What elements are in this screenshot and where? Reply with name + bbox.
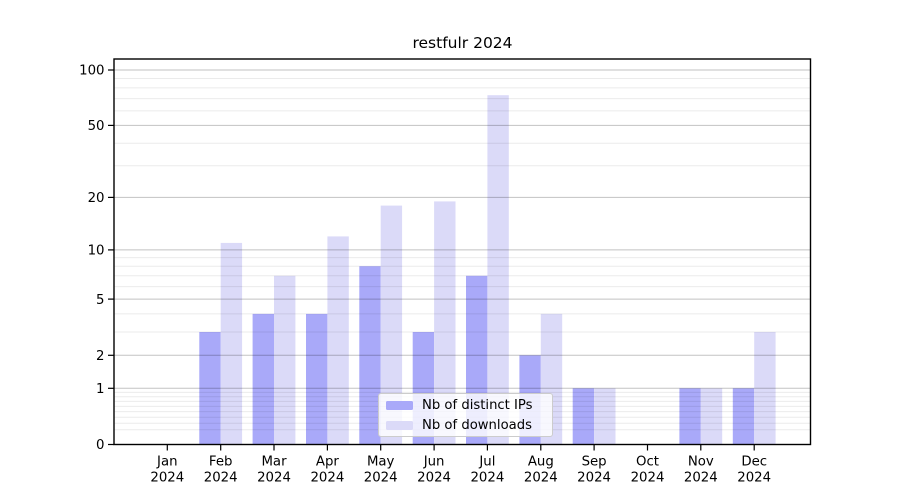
bar-downloads-may: [380, 205, 403, 445]
plot-frame: [113, 58, 812, 446]
legend-label-downloads: Nb of downloads: [422, 417, 532, 433]
x-tick-label-year: 2024: [204, 471, 238, 486]
bar-downloads-dec: [754, 332, 776, 445]
x-tick-label-year: 2024: [150, 471, 184, 486]
bar-distinct-ips-mar: [252, 313, 274, 445]
y-tick-label: 5: [96, 293, 104, 308]
x-tick-label-year: 2024: [417, 471, 451, 486]
bar-downloads-jun: [434, 201, 456, 445]
bar-downloads-apr: [327, 236, 349, 445]
bar-downloads-feb: [220, 242, 243, 445]
x-tick-label-month: Nov: [688, 455, 714, 470]
bar-downloads-sep: [594, 388, 616, 445]
bar-distinct-ips-nov: [679, 388, 701, 445]
bar-downloads-mar: [274, 275, 296, 445]
y-tick-label: 0: [96, 438, 104, 453]
bar-downloads-jul: [487, 95, 509, 445]
x-tick-label-month: Mar: [261, 455, 287, 470]
legend: Nb of distinct IPs Nb of downloads: [378, 393, 553, 437]
x-tick-label-month: Oct: [636, 455, 659, 470]
legend-item-distinct-ips: Nb of distinct IPs: [386, 396, 544, 414]
bar-distinct-ips-apr: [306, 313, 328, 445]
x-tick-label-month: Sep: [582, 455, 607, 470]
legend-item-downloads: Nb of downloads: [386, 416, 544, 434]
x-tick-label-month: Jun: [423, 455, 445, 470]
x-tick-label-month: Dec: [741, 455, 767, 470]
bar-distinct-ips-may: [359, 266, 381, 445]
x-tick-label-year: 2024: [684, 471, 718, 486]
y-tick-label: 10: [88, 244, 105, 259]
bar-distinct-ips-sep: [572, 388, 595, 445]
x-tick-label-month: Jul: [478, 455, 495, 470]
x-tick-label-year: 2024: [310, 471, 344, 486]
y-tick-label: 2: [96, 349, 104, 364]
x-tick-label-year: 2024: [364, 471, 398, 486]
x-tick-label-month: Apr: [316, 455, 340, 470]
x-tick-label-year: 2024: [470, 471, 504, 486]
x-tick-label-year: 2024: [737, 471, 771, 486]
y-tick-label: 1: [96, 382, 104, 397]
legend-label-distinct-ips: Nb of distinct IPs: [422, 397, 533, 413]
y-tick-label: 100: [79, 64, 104, 79]
x-tick-label-year: 2024: [577, 471, 611, 486]
x-tick-label-month: May: [367, 455, 395, 470]
y-tick-label: 50: [88, 119, 105, 134]
x-tick-label-year: 2024: [524, 471, 558, 486]
legend-swatch-downloads: [386, 420, 413, 430]
x-tick-label-month: Aug: [528, 455, 554, 470]
x-tick-label-month: Feb: [209, 455, 233, 470]
x-tick-label-year: 2024: [257, 471, 291, 486]
bar-distinct-ips-feb: [199, 332, 221, 445]
bar-distinct-ips-dec: [732, 388, 755, 445]
x-tick-label-year: 2024: [631, 471, 665, 486]
x-tick-label-month: Jan: [156, 455, 178, 470]
legend-swatch-distinct-ips: [386, 400, 413, 410]
bar-downloads-nov: [700, 388, 723, 445]
y-tick-label: 20: [88, 191, 105, 206]
